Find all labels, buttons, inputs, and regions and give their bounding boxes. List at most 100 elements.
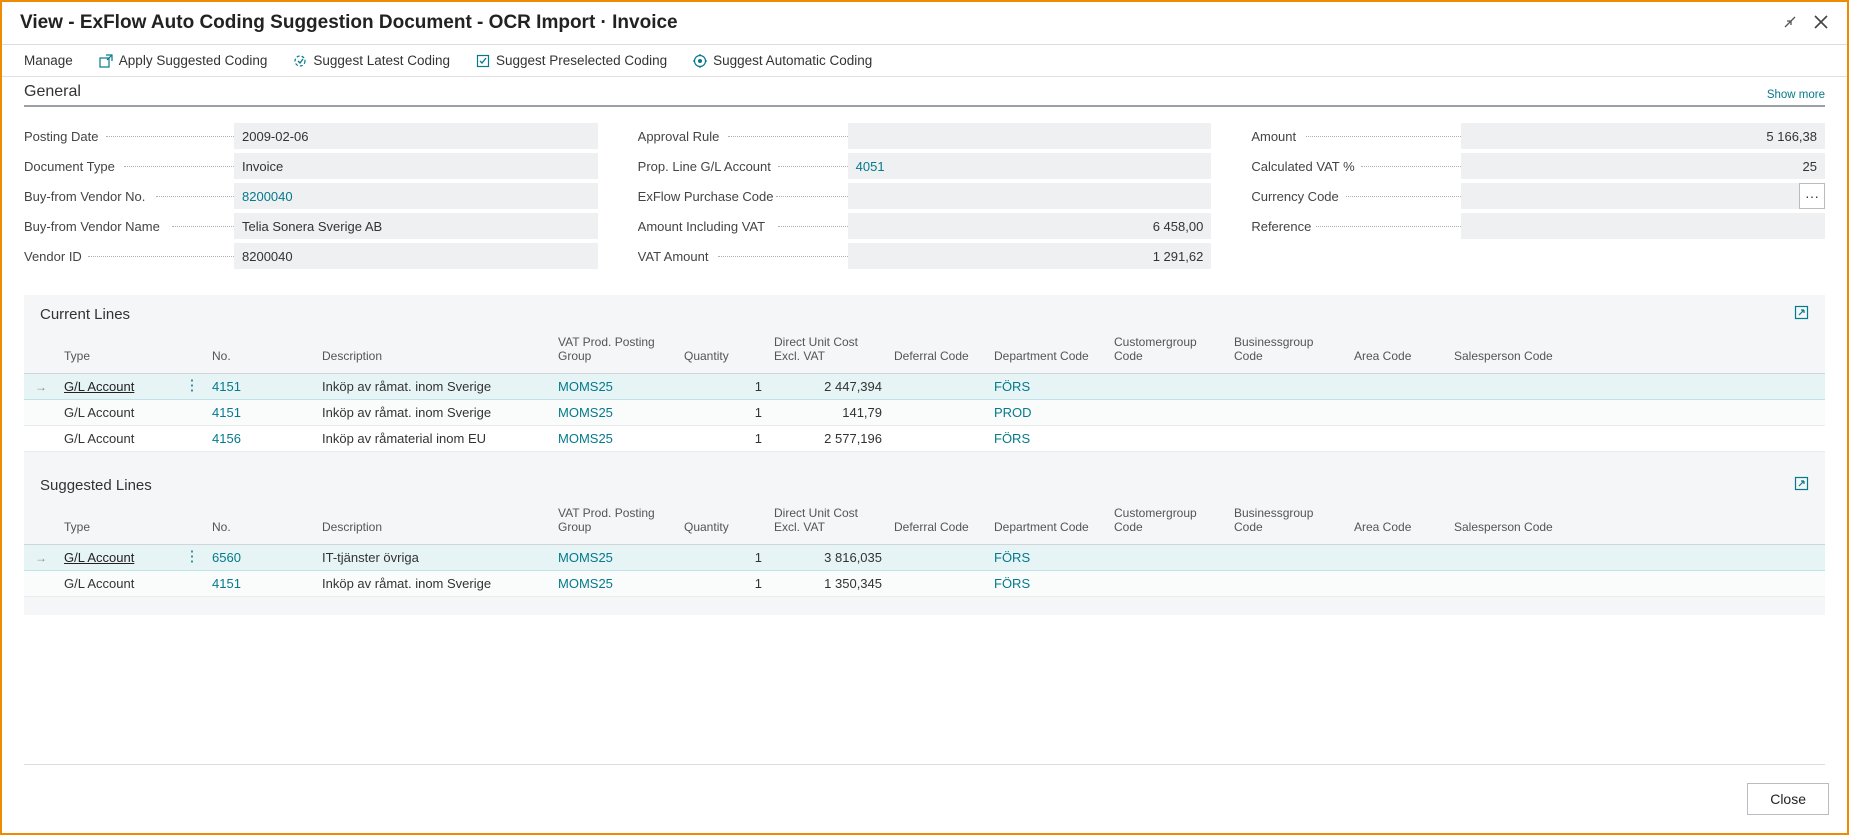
row-quantity: 1 (678, 374, 768, 400)
row-area (1348, 374, 1448, 400)
row-no[interactable]: 4151 (212, 379, 241, 394)
vat-amount-field[interactable]: 1 291,62 (848, 243, 1212, 269)
col-quantity[interactable]: Quantity (678, 329, 768, 374)
vendor-no-field[interactable]: 8200040 (234, 183, 598, 209)
row-department[interactable]: FÖRS (994, 576, 1030, 591)
expand-icon[interactable] (1794, 476, 1809, 494)
row-businessgroup (1228, 400, 1348, 426)
row-no[interactable]: 4151 (212, 405, 241, 420)
vendor-name-field[interactable]: Telia Sonera Sverige AB (234, 213, 598, 239)
row-vat-group[interactable]: MOMS25 (558, 379, 613, 394)
row-vat-group[interactable]: MOMS25 (558, 431, 613, 446)
manage-menu[interactable]: Manage (24, 53, 73, 68)
row-description: Inköp av råmat. inom Sverige (316, 571, 552, 597)
row-type: G/L Account (64, 379, 134, 394)
show-more-link[interactable]: Show more (1767, 89, 1825, 101)
row-businessgroup (1228, 571, 1348, 597)
row-department[interactable]: FÖRS (994, 379, 1030, 394)
apply-suggested-coding-button[interactable]: Apply Suggested Coding (99, 53, 268, 68)
row-quantity: 1 (678, 426, 768, 452)
amount-incl-vat-field[interactable]: 6 458,00 (848, 213, 1212, 239)
amount-label: Amount (1251, 129, 1461, 144)
row-no[interactable]: 4151 (212, 576, 241, 591)
row-type: G/L Account (64, 405, 134, 420)
table-row[interactable]: G/L Account4151Inköp av råmat. inom Sver… (24, 400, 1825, 426)
col-type[interactable]: Type (58, 500, 178, 545)
col-businessgroup[interactable]: Businessgroup Code (1228, 329, 1348, 374)
table-row[interactable]: →G/L Account⋮6560IT-tjänster övrigaMOMS2… (24, 545, 1825, 571)
table-row[interactable]: G/L Account4151Inköp av råmat. inom Sver… (24, 571, 1825, 597)
suggested-lines-title: Suggested Lines (40, 477, 152, 494)
amount-field[interactable]: 5 166,38 (1461, 123, 1825, 149)
vat-amount-label: VAT Amount (638, 249, 848, 264)
row-unit-cost: 2 447,394 (768, 374, 888, 400)
row-more-icon[interactable]: ⋮ (185, 549, 200, 564)
footer: Close (1747, 783, 1829, 815)
row-vat-group[interactable]: MOMS25 (558, 550, 613, 565)
row-no[interactable]: 4156 (212, 431, 241, 446)
col-department[interactable]: Department Code (988, 329, 1108, 374)
col-unit-cost[interactable]: Direct Unit Cost Excl. VAT (768, 500, 888, 545)
table-row[interactable]: →G/L Account⋮4151Inköp av råmat. inom Sv… (24, 374, 1825, 400)
col-deferral[interactable]: Deferral Code (888, 500, 988, 545)
table-header: Type No. Description VAT Prod. Posting G… (24, 500, 1825, 545)
expand-icon[interactable] (1794, 305, 1809, 323)
currency-lookup-button[interactable]: ··· (1799, 183, 1825, 209)
row-businessgroup (1228, 545, 1348, 571)
col-area[interactable]: Area Code (1348, 329, 1448, 374)
col-quantity[interactable]: Quantity (678, 500, 768, 545)
document-type-field[interactable]: Invoice (234, 153, 598, 179)
toolbar: Manage Apply Suggested Coding Suggest La… (2, 45, 1847, 77)
col-department[interactable]: Department Code (988, 500, 1108, 545)
suggest-preselected-coding-button[interactable]: Suggest Preselected Coding (476, 53, 667, 68)
preselected-label: Suggest Preselected Coding (496, 53, 667, 68)
reference-field[interactable] (1461, 213, 1825, 239)
minimize-icon[interactable] (1783, 15, 1797, 32)
row-no[interactable]: 6560 (212, 550, 241, 565)
prop-gl-field[interactable]: 4051 (848, 153, 1212, 179)
col-deferral[interactable]: Deferral Code (888, 329, 988, 374)
row-department[interactable]: FÖRS (994, 550, 1030, 565)
col-vat-group[interactable]: VAT Prod. Posting Group (552, 329, 678, 374)
col-no[interactable]: No. (206, 500, 316, 545)
row-department[interactable]: PROD (994, 405, 1032, 420)
col-unit-cost[interactable]: Direct Unit Cost Excl. VAT (768, 329, 888, 374)
row-vat-group[interactable]: MOMS25 (558, 405, 613, 420)
approval-rule-field[interactable] (848, 123, 1212, 149)
row-more-icon[interactable]: ⋮ (185, 378, 200, 393)
col-customergroup[interactable]: Customergroup Code (1108, 500, 1228, 545)
close-icon[interactable] (1813, 14, 1829, 33)
col-area[interactable]: Area Code (1348, 500, 1448, 545)
calc-vat-label: Calculated VAT % (1251, 159, 1461, 174)
currency-code-field[interactable]: ··· (1461, 183, 1825, 209)
latest-label: Suggest Latest Coding (313, 53, 450, 68)
col-salesperson[interactable]: Salesperson Code (1448, 329, 1825, 374)
vendor-id-field[interactable]: 8200040 (234, 243, 598, 269)
exflow-code-field[interactable] (848, 183, 1212, 209)
col-type[interactable]: Type (58, 329, 178, 374)
general-section: General Show more Posting Date2009-02-06… (2, 77, 1847, 271)
general-col-1: Posting Date2009-02-06 Document TypeInvo… (24, 121, 598, 271)
row-customergroup (1108, 571, 1228, 597)
col-customergroup[interactable]: Customergroup Code (1108, 329, 1228, 374)
row-area (1348, 571, 1448, 597)
col-salesperson[interactable]: Salesperson Code (1448, 500, 1825, 545)
row-type: G/L Account (64, 431, 134, 446)
row-vat-group[interactable]: MOMS25 (558, 576, 613, 591)
col-vat-group[interactable]: VAT Prod. Posting Group (552, 500, 678, 545)
suggest-latest-coding-button[interactable]: Suggest Latest Coding (293, 53, 450, 68)
amount-incl-vat-label: Amount Including VAT (638, 219, 848, 234)
row-salesperson (1448, 545, 1825, 571)
col-businessgroup[interactable]: Businessgroup Code (1228, 500, 1348, 545)
table-row[interactable]: G/L Account4156Inköp av råmaterial inom … (24, 426, 1825, 452)
row-deferral (888, 426, 988, 452)
row-department[interactable]: FÖRS (994, 431, 1030, 446)
col-description[interactable]: Description (316, 329, 552, 374)
suggest-automatic-coding-button[interactable]: Suggest Automatic Coding (693, 53, 872, 68)
current-lines-title: Current Lines (40, 306, 130, 323)
posting-date-field[interactable]: 2009-02-06 (234, 123, 598, 149)
col-no[interactable]: No. (206, 329, 316, 374)
calc-vat-field[interactable]: 25 (1461, 153, 1825, 179)
col-description[interactable]: Description (316, 500, 552, 545)
close-button[interactable]: Close (1747, 783, 1829, 815)
